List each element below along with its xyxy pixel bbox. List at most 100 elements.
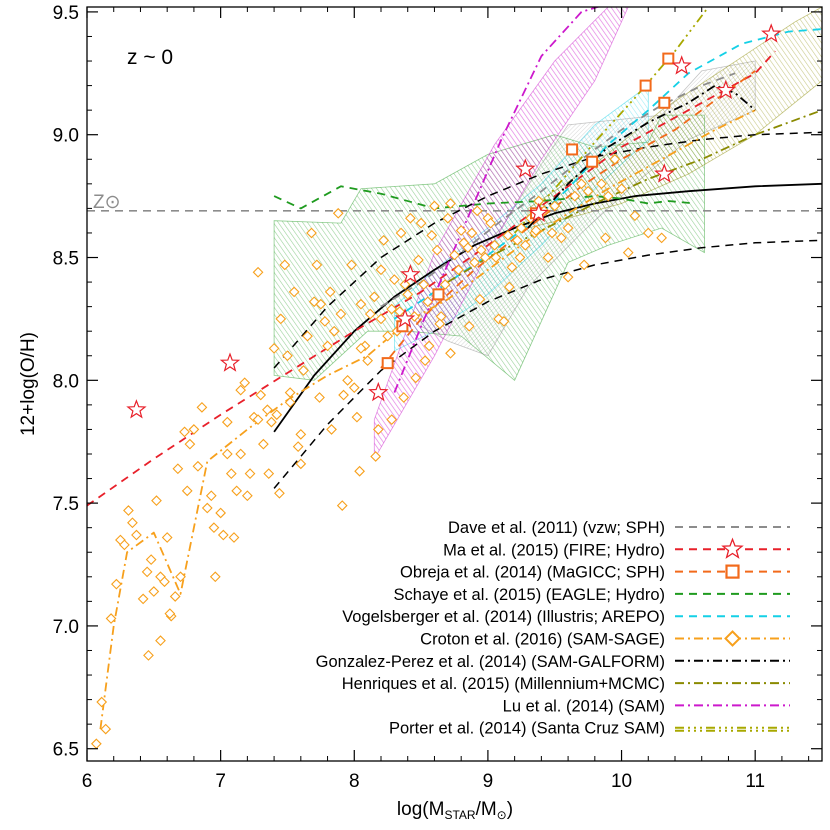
- croton-galaxy-point: [262, 404, 273, 416]
- croton-galaxy-point: [292, 441, 304, 453]
- croton-galaxy-point: [382, 330, 394, 342]
- croton-galaxy-point: [196, 401, 208, 413]
- croton-galaxy-point: [346, 259, 357, 271]
- croton-galaxy-point: [336, 500, 348, 511]
- croton-galaxy-point: [463, 320, 475, 332]
- croton-galaxy-point: [542, 252, 554, 263]
- croton-galaxy-point: [268, 343, 280, 354]
- croton-galaxy-point: [656, 232, 668, 244]
- croton-galaxy-point: [642, 227, 654, 239]
- croton-galaxy-point: [119, 539, 130, 551]
- croton-galaxy-point: [471, 205, 483, 217]
- croton-galaxy-point: [485, 217, 496, 229]
- croton-galaxy-point: [161, 532, 173, 543]
- croton-galaxy-point: [284, 397, 296, 408]
- y-tick-label: 9.5: [53, 3, 79, 24]
- croton-galaxy-point: [295, 428, 307, 440]
- ma-galaxy-point: [126, 399, 147, 419]
- legend-label: Porter et al. (2014) (Santa Cruz SAM): [389, 720, 665, 738]
- croton-galaxy-point: [409, 311, 420, 322]
- croton-galaxy-point: [326, 424, 337, 435]
- croton-galaxy-point: [402, 288, 414, 300]
- croton-galaxy-point: [271, 409, 283, 421]
- croton-galaxy-point: [493, 313, 504, 325]
- croton-galaxy-point: [609, 153, 621, 165]
- lu-band: [373, 7, 629, 461]
- croton-galaxy-point: [562, 271, 574, 283]
- croton-galaxy-point: [514, 252, 526, 263]
- y-axis-label: 12+log(O/H): [18, 332, 39, 436]
- obreja-galaxy-point: [662, 52, 675, 65]
- croton-galaxy-point: [332, 207, 344, 219]
- croton-galaxy-point: [145, 554, 157, 565]
- croton-galaxy-point: [217, 529, 229, 541]
- croton-galaxy-point: [455, 225, 467, 236]
- croton-galaxy-point: [123, 505, 134, 516]
- croton-galaxy-point: [418, 279, 430, 290]
- croton-galaxy-point: [338, 389, 349, 401]
- croton-galaxy-point: [225, 468, 237, 480]
- croton-galaxy-point: [208, 522, 220, 534]
- croton-galaxy-point: [388, 274, 400, 285]
- croton-galaxy-point: [258, 438, 269, 450]
- croton-galaxy-point: [127, 517, 138, 529]
- lu-line: [393, 7, 601, 393]
- croton-galaxy-point: [348, 382, 360, 394]
- croton-galaxy-point: [141, 566, 153, 578]
- legend-label: Dave et al. (2011) (vzw; SPH): [448, 519, 665, 537]
- ma-galaxy-point: [400, 263, 421, 284]
- croton-galaxy-point: [372, 424, 384, 435]
- x-tick-label: 9: [483, 771, 494, 792]
- croton-galaxy-point: [100, 723, 112, 735]
- croton-galaxy-point: [413, 254, 424, 266]
- x-tick-label: 8: [349, 771, 360, 792]
- croton-galaxy-point: [629, 210, 641, 222]
- croton-galaxy-point: [549, 200, 561, 212]
- croton-galaxy-point: [511, 234, 523, 246]
- croton-galaxy-point: [519, 239, 531, 251]
- croton-galaxy-point: [562, 222, 574, 234]
- croton-galaxy-point: [469, 257, 480, 268]
- croton-galaxy-point: [370, 451, 382, 462]
- solar-reference: Z⊙: [87, 192, 822, 213]
- croton-galaxy-point: [205, 490, 217, 502]
- croton-galaxy-point: [449, 249, 460, 261]
- x-label-sub: STAR: [444, 808, 475, 822]
- obreja-galaxy-point: [639, 79, 652, 92]
- croton-line: [99, 109, 756, 730]
- y-tick-label: 6.5: [53, 740, 79, 761]
- croton-galaxy-point: [164, 608, 176, 620]
- croton-galaxy-point: [498, 315, 510, 327]
- croton-galaxy-point: [131, 529, 142, 541]
- legend-label: Ma et al. (2015) (FIRE; Hydro): [443, 541, 665, 559]
- legend-label: Lu et al. (2014) (SAM): [503, 697, 665, 715]
- croton-galaxy-point: [181, 485, 193, 497]
- croton-galaxy-point: [410, 372, 422, 384]
- croton-galaxy-point: [386, 414, 398, 425]
- croton-galaxy-point: [434, 318, 446, 330]
- croton-galaxy-point: [221, 416, 233, 428]
- ma-galaxy-point: [394, 308, 416, 328]
- croton-galaxy-point: [315, 298, 327, 310]
- croton-galaxy-point: [282, 350, 293, 362]
- ma-galaxy-point: [761, 23, 782, 43]
- observed-line: [273, 182, 822, 433]
- croton-galaxy-point: [235, 384, 247, 396]
- y-tick-label: 7.0: [53, 617, 79, 638]
- croton-galaxy-point: [502, 230, 514, 241]
- legend-square-marker: [725, 564, 740, 579]
- croton-galaxy-point: [188, 424, 200, 435]
- croton-galaxy-point: [231, 485, 243, 497]
- croton-galaxy-point: [266, 416, 277, 428]
- x-tick-label: 7: [215, 771, 226, 792]
- croton-galaxy-point: [306, 227, 317, 239]
- croton-galaxy-point: [295, 458, 307, 470]
- croton-galaxy-point: [602, 190, 614, 202]
- croton-galaxy-point: [462, 242, 474, 254]
- croton-galaxy-point: [415, 217, 427, 229]
- legend-label: Henriques et al. (2015) (Millennium+MCMC…: [342, 675, 665, 693]
- croton-galaxy-point: [466, 227, 478, 239]
- obreja-galaxy-point: [432, 288, 445, 301]
- croton-galaxy-point: [490, 252, 502, 263]
- croton-galaxy-point: [362, 355, 374, 367]
